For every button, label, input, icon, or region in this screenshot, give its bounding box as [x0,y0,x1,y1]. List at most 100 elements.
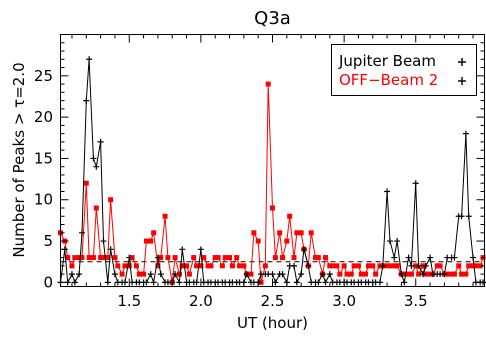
data-point-off-beam-2 [337,271,343,277]
data-point-jupiter-beam [319,271,326,278]
data-point-off-beam-2 [155,263,161,269]
data-point-jupiter-beam [76,271,83,278]
data-point-off-beam-2 [212,255,218,261]
data-point-off-beam-2 [184,263,190,269]
x-tick-label: 2.5 [261,292,285,310]
data-point-jupiter-beam [83,97,90,104]
data-point-jupiter-beam [386,238,393,245]
data-point-off-beam-2 [194,263,200,269]
data-point-jupiter-beam [315,279,322,286]
y-tick-label: 25 [34,67,53,85]
data-point-off-beam-2 [348,271,354,277]
legend: Jupiter Beam OFF−Beam 2 [331,44,477,96]
data-point-off-beam-2 [98,255,104,261]
data-point-jupiter-beam [305,262,312,269]
data-point-off-beam-2 [186,271,192,277]
x-tick-label: 1.5 [117,292,141,310]
data-point-jupiter-beam [121,279,128,286]
data-point-jupiter-beam [100,238,107,245]
data-point-off-beam-2 [162,213,168,219]
data-point-jupiter-beam [441,271,448,278]
data-point-jupiter-beam [394,238,401,245]
data-point-jupiter-beam [93,163,100,170]
data-point-jupiter-beam [193,279,200,286]
data-point-off-beam-2 [119,271,125,277]
data-point-jupiter-beam [379,262,386,269]
data-point-off-beam-2 [334,263,340,269]
data-point-jupiter-beam [384,188,391,195]
data-point-jupiter-beam [269,271,276,278]
data-point-jupiter-beam [401,279,408,286]
data-point-jupiter-beam [470,254,477,261]
x-tick-label: 2.0 [189,292,213,310]
data-point-off-beam-2 [308,230,314,236]
data-point-jupiter-beam [154,254,161,261]
data-point-jupiter-beam [143,279,150,286]
y-axis-label: Number of Peaks > τ=2.0 [10,62,28,257]
data-point-off-beam-2 [323,255,328,261]
data-point-off-beam-2 [136,271,142,277]
data-point-off-beam-2 [473,263,479,269]
legend-marker-off-beam-2 [458,77,466,85]
data-point-off-beam-2 [148,238,154,244]
data-point-off-beam-2 [72,255,78,261]
data-point-off-beam-2 [262,263,268,269]
x-axis-label: UT (hour) [237,314,308,332]
data-point-jupiter-beam [272,279,279,286]
data-point-off-beam-2 [434,263,440,269]
data-point-off-beam-2 [437,263,443,269]
data-point-off-beam-2 [370,263,376,269]
data-point-jupiter-beam [279,271,286,278]
data-point-jupiter-beam [405,254,412,261]
data-point-off-beam-2 [215,255,221,261]
data-point-jupiter-beam [465,213,472,220]
data-point-off-beam-2 [284,238,290,244]
data-point-off-beam-2 [330,263,336,269]
data-point-off-beam-2 [222,255,228,261]
data-point-off-beam-2 [65,255,71,261]
y-tick-label: 5 [43,232,53,250]
data-point-off-beam-2 [143,238,149,244]
data-point-off-beam-2 [237,263,243,269]
data-point-jupiter-beam [107,246,114,253]
data-point-jupiter-beam [197,246,204,253]
data-point-jupiter-beam [427,254,434,261]
data-point-off-beam-2 [176,271,182,277]
data-point-jupiter-beam [451,254,458,261]
data-point-off-beam-2 [165,255,171,261]
y-tick-label: 10 [34,191,53,209]
series-off-beam-2 [58,81,486,285]
data-point-off-beam-2 [69,263,75,269]
data-point-off-beam-2 [219,263,225,269]
data-point-off-beam-2 [83,180,89,186]
data-point-off-beam-2 [327,263,333,269]
data-point-jupiter-beam [412,180,419,187]
data-point-off-beam-2 [198,263,204,269]
data-point-off-beam-2 [291,255,297,261]
data-point-jupiter-beam [157,271,164,278]
data-point-off-beam-2 [277,230,283,236]
data-point-off-beam-2 [151,230,157,236]
data-point-off-beam-2 [394,263,400,269]
tick-layer: 1.5 2.0 2.5 3.0 3.5 0 5 10 15 20 25 [34,34,485,310]
data-point-off-beam-2 [391,263,397,269]
data-point-jupiter-beam [147,271,154,278]
data-point-off-beam-2 [229,263,235,269]
data-point-off-beam-2 [449,271,455,277]
data-point-jupiter-beam [326,271,333,278]
data-point-off-beam-2 [108,197,114,203]
data-point-off-beam-2 [248,271,254,277]
data-point-off-beam-2 [351,263,357,269]
data-point-off-beam-2 [241,263,247,269]
data-point-off-beam-2 [470,263,476,269]
y-tick-label: 0 [43,273,53,291]
data-point-off-beam-2 [255,238,261,244]
data-point-jupiter-beam [376,279,383,286]
data-point-jupiter-beam [179,246,186,253]
data-point-off-beam-2 [315,255,321,261]
data-point-off-beam-2 [265,81,271,87]
data-point-off-beam-2 [251,230,257,236]
data-point-off-beam-2 [384,263,390,269]
data-point-jupiter-beam [408,262,415,269]
y-tick-label: 20 [34,108,53,126]
